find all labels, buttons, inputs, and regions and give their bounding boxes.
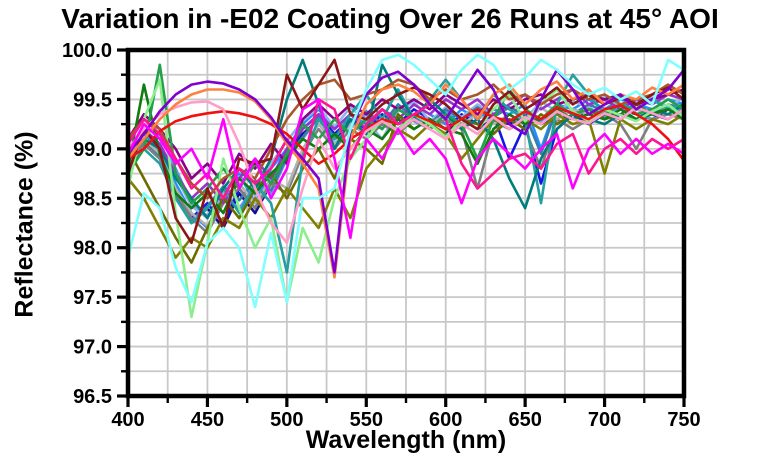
series-line-run-17 xyxy=(126,78,686,319)
series-line-run-22 xyxy=(126,98,686,200)
y-tick-label: 97.0 xyxy=(73,337,112,359)
x-tick-label: 600 xyxy=(429,409,462,431)
y-tick-label: 99.5 xyxy=(73,89,112,111)
series-line-run-18 xyxy=(126,78,686,200)
x-tick-label: 550 xyxy=(350,409,383,431)
y-tick-label: 98.5 xyxy=(73,188,112,210)
series-line-run-24 xyxy=(126,68,686,274)
x-tick-label: 750 xyxy=(667,409,700,431)
series-line-run-9 xyxy=(126,88,686,205)
series-line-run-21 xyxy=(126,100,686,245)
series-line-run-19 xyxy=(126,58,686,245)
y-tick-label: 100.0 xyxy=(62,40,112,62)
chart-title: Variation in -E02 Coating Over 26 Runs a… xyxy=(61,3,719,34)
y-tick-label: 99.0 xyxy=(73,139,112,161)
x-axis-title: Wavelength (nm) xyxy=(305,426,507,454)
x-tick-label: 500 xyxy=(270,409,303,431)
x-tick-label: 400 xyxy=(111,409,144,431)
x-tick-label: 650 xyxy=(508,409,541,431)
series-line-run-26 xyxy=(126,53,686,309)
x-tick-label: 450 xyxy=(191,409,224,431)
series-line-run-25 xyxy=(126,98,686,240)
y-tick-label: 97.5 xyxy=(73,287,112,309)
x-tick-label: 700 xyxy=(588,409,621,431)
axis-frame xyxy=(125,47,687,399)
y-tick-label: 98.0 xyxy=(73,238,112,260)
y-tick-label: 96.5 xyxy=(73,386,112,408)
